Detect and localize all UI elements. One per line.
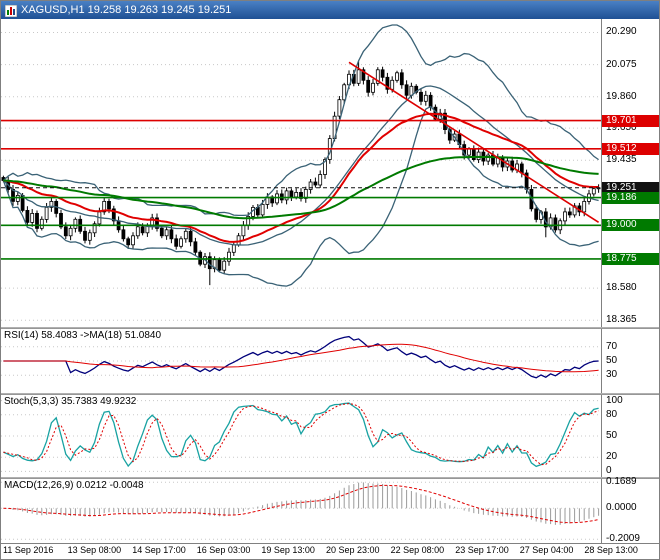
time-axis-label: 13 Sep 08:00 bbox=[67, 545, 122, 555]
stoch-chart-canvas[interactable] bbox=[1, 395, 601, 477]
macd-panel: MACD(12,26,9) 0.0212 -0.0048 0.1689 0.000… bbox=[1, 476, 659, 545]
stoch-level-label: 100 bbox=[606, 394, 623, 406]
price-panel: 20.290 20.075 19.860 19.650 19.435 18.580 18.3… bbox=[1, 19, 659, 327]
price-grid-label: 19.860 bbox=[606, 90, 637, 102]
time-axis-label: 14 Sep 17:00 bbox=[132, 545, 186, 555]
price-grid-label: 20.290 bbox=[606, 26, 637, 38]
time-axis-label: 22 Sep 08:00 bbox=[390, 545, 445, 555]
rsi-level-label: 70 bbox=[606, 340, 618, 352]
time-axis-label: 19 Sep 13:00 bbox=[261, 545, 315, 555]
macd-label: MACD(12,26,9) 0.0212 -0.0048 bbox=[4, 480, 144, 491]
price-grid-label: 18.365 bbox=[606, 314, 637, 326]
rsi-axis[interactable]: 70 50 30 bbox=[601, 329, 659, 393]
price-grid-label: 19.435 bbox=[606, 154, 637, 166]
stoch-label: Stoch(5,3,3) 35.7383 49.9232 bbox=[4, 396, 137, 407]
rsi-level-label: 30 bbox=[606, 369, 618, 381]
price-tag: 19.512 bbox=[602, 142, 659, 155]
time-axis-label: 16 Sep 03:00 bbox=[196, 545, 251, 555]
stoch-level-label: 20 bbox=[606, 451, 618, 463]
stoch-panel: Stoch(5,3,3) 35.7383 49.9232 100 80 50 20 0 bbox=[1, 395, 659, 477]
stoch-level-label: 80 bbox=[606, 408, 618, 420]
panel-divider[interactable] bbox=[1, 477, 659, 479]
chart-icon bbox=[4, 4, 18, 18]
price-axis[interactable]: 20.290 20.075 19.860 19.650 19.435 18.580 18.3… bbox=[601, 19, 659, 327]
price-tag: 19.251 bbox=[602, 181, 659, 194]
price-grid-label: 19.650 bbox=[606, 122, 637, 134]
time-axis-label: 27 Sep 04:00 bbox=[519, 545, 574, 555]
price-tag: 19.186 bbox=[602, 191, 659, 204]
price-tag: 18.775 bbox=[602, 252, 659, 265]
stoch-level-label: 0 bbox=[606, 465, 612, 477]
time-axis-label: 23 Sep 17:00 bbox=[455, 545, 509, 555]
title-bar[interactable]: XAGUSD,H1 19.258 19.263 19.245 19.251 bbox=[1, 1, 659, 19]
window-title: XAGUSD,H1 19.258 19.263 19.245 19.251 bbox=[21, 4, 232, 16]
stoch-axis[interactable]: 100 80 50 20 0 bbox=[601, 395, 659, 477]
price-grid-label: 18.580 bbox=[606, 282, 637, 294]
panel-divider[interactable] bbox=[1, 393, 659, 395]
price-tag: 19.000 bbox=[602, 219, 659, 232]
price-chart-canvas[interactable] bbox=[1, 19, 601, 327]
rsi-panel: RSI(14) 58.4083 ->MA(18) 51.0840 70 50 30 bbox=[1, 329, 659, 393]
price-grid-label: 20.075 bbox=[606, 58, 637, 70]
time-axis[interactable]: 11 Sep 2016 13 Sep 08:00 14 Sep 17:00 16 Se… bbox=[1, 543, 659, 559]
time-axis-label: 28 Sep 13:00 bbox=[584, 545, 638, 555]
macd-chart-canvas[interactable] bbox=[1, 479, 601, 543]
time-axis-label: 20 Sep 23:00 bbox=[326, 545, 380, 555]
rsi-chart-canvas[interactable] bbox=[1, 329, 601, 393]
price-tag: 19.701 bbox=[602, 114, 659, 127]
macd-level-label: 0.0000 bbox=[606, 502, 637, 514]
rsi-level-label: 50 bbox=[606, 355, 618, 366]
macd-axis[interactable]: 0.1689 0.0000 -0.2009 bbox=[601, 476, 659, 545]
panel-divider[interactable] bbox=[1, 327, 659, 329]
macd-level-label: 0.1689 bbox=[606, 476, 637, 488]
time-axis-label: 11 Sep 2016 bbox=[3, 545, 54, 555]
macd-level-label: -0.2009 bbox=[606, 533, 640, 545]
rsi-label: RSI(14) 58.4083 ->MA(18) 51.0840 bbox=[4, 330, 162, 341]
stoch-level-label: 50 bbox=[606, 430, 618, 441]
